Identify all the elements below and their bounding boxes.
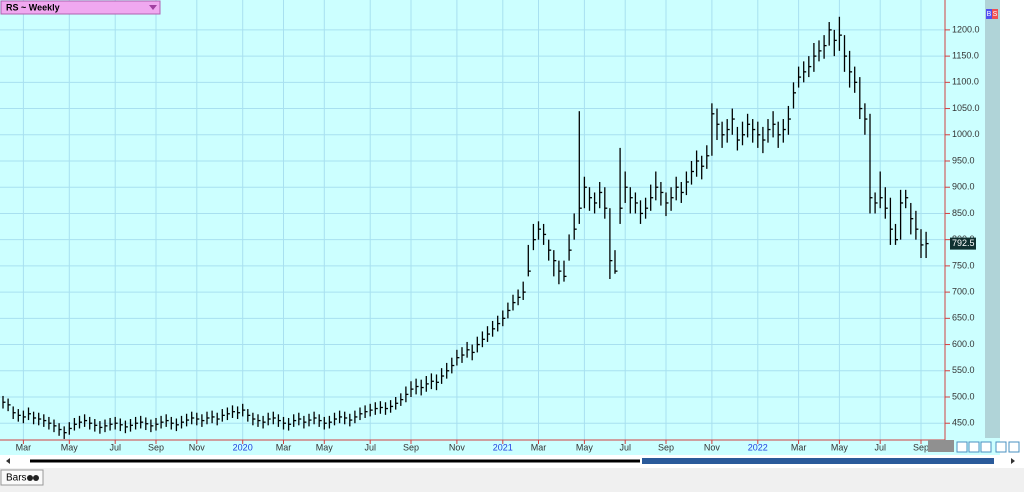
dropdown-arrow[interactable] xyxy=(149,5,157,10)
x-tick-label: May xyxy=(316,442,334,452)
x-tick-label: Jul xyxy=(874,442,886,452)
nav-button[interactable] xyxy=(995,441,1007,453)
y-tick-label: 600.0 xyxy=(952,339,975,349)
nav-buttons xyxy=(956,441,1020,453)
last-price-box xyxy=(950,237,976,250)
tab-bar xyxy=(0,468,1024,487)
x-tick-label: Sep xyxy=(913,442,929,452)
x-tick-label: Sep xyxy=(148,442,164,452)
x-tick-label: Mar xyxy=(276,442,292,452)
y-tick-label: 950.0 xyxy=(952,155,975,165)
tab-icon xyxy=(27,475,33,481)
plot-background xyxy=(0,0,1000,455)
nav-button[interactable] xyxy=(1008,441,1020,453)
x-tick-label: May xyxy=(831,442,849,452)
grid xyxy=(0,0,945,440)
x-tick-label: May xyxy=(61,442,79,452)
nav-button[interactable] xyxy=(956,441,968,453)
y-tick-label: 900.0 xyxy=(952,182,975,192)
x-tick-label: Sep xyxy=(658,442,674,452)
scroll-thumb[interactable] xyxy=(642,458,994,464)
x-tick-label: Jul xyxy=(109,442,121,452)
y-tick-label: 750.0 xyxy=(952,260,975,270)
axes: 450.0500.0550.0600.0650.0700.0750.0800.0… xyxy=(16,24,980,452)
x-tick-label: 2021 xyxy=(493,442,513,452)
scroll-right[interactable] xyxy=(1011,458,1015,464)
side-strip xyxy=(985,0,1000,438)
corner-box xyxy=(928,440,954,452)
x-tick-label: Mar xyxy=(531,442,547,452)
x-tick-label: Nov xyxy=(449,442,466,452)
x-tick-label: Nov xyxy=(189,442,206,452)
y-tick-label: 1000.0 xyxy=(952,129,980,139)
tab[interactable] xyxy=(0,469,44,486)
y-tick-label: 850.0 xyxy=(952,208,975,218)
bars xyxy=(2,16,929,439)
x-tick-label: Jul xyxy=(619,442,631,452)
nav-button[interactable] xyxy=(980,441,992,453)
x-tick-label: Jul xyxy=(364,442,376,452)
x-tick-label: 2022 xyxy=(748,442,768,452)
x-tick-label: May xyxy=(576,442,594,452)
y-tick-label: 450.0 xyxy=(952,418,975,428)
y-tick-label: 550.0 xyxy=(952,365,975,375)
tab-label: Bars xyxy=(6,473,27,484)
y-tick-label: 1200.0 xyxy=(952,24,980,34)
x-tick-label: Mar xyxy=(16,442,32,452)
scroll-left[interactable] xyxy=(6,458,10,464)
x-tick-label: Nov xyxy=(704,442,721,452)
y-tick-label: 650.0 xyxy=(952,313,975,323)
chart-title: RS ~ Weekly xyxy=(6,2,60,12)
x-tick-label: 2020 xyxy=(233,442,253,452)
last-price-label: 792.5 xyxy=(952,238,975,248)
tab-icon xyxy=(33,475,39,481)
button-label: B xyxy=(987,11,992,18)
button-b[interactable] xyxy=(986,9,992,19)
x-tick-label: Sep xyxy=(403,442,419,452)
nav-button[interactable] xyxy=(968,441,980,453)
y-tick-label: 1150.0 xyxy=(952,50,979,60)
title-box[interactable] xyxy=(0,0,161,15)
x-tick-label: Mar xyxy=(791,442,807,452)
y-tick-label: 700.0 xyxy=(952,286,975,296)
y-tick-label: 500.0 xyxy=(952,391,975,401)
y-tick-label: 1100.0 xyxy=(952,77,979,87)
side-panel xyxy=(1000,0,1024,487)
button-s[interactable] xyxy=(992,9,998,19)
y-tick-label: 1050.0 xyxy=(952,103,980,113)
button-label: S xyxy=(993,11,998,18)
